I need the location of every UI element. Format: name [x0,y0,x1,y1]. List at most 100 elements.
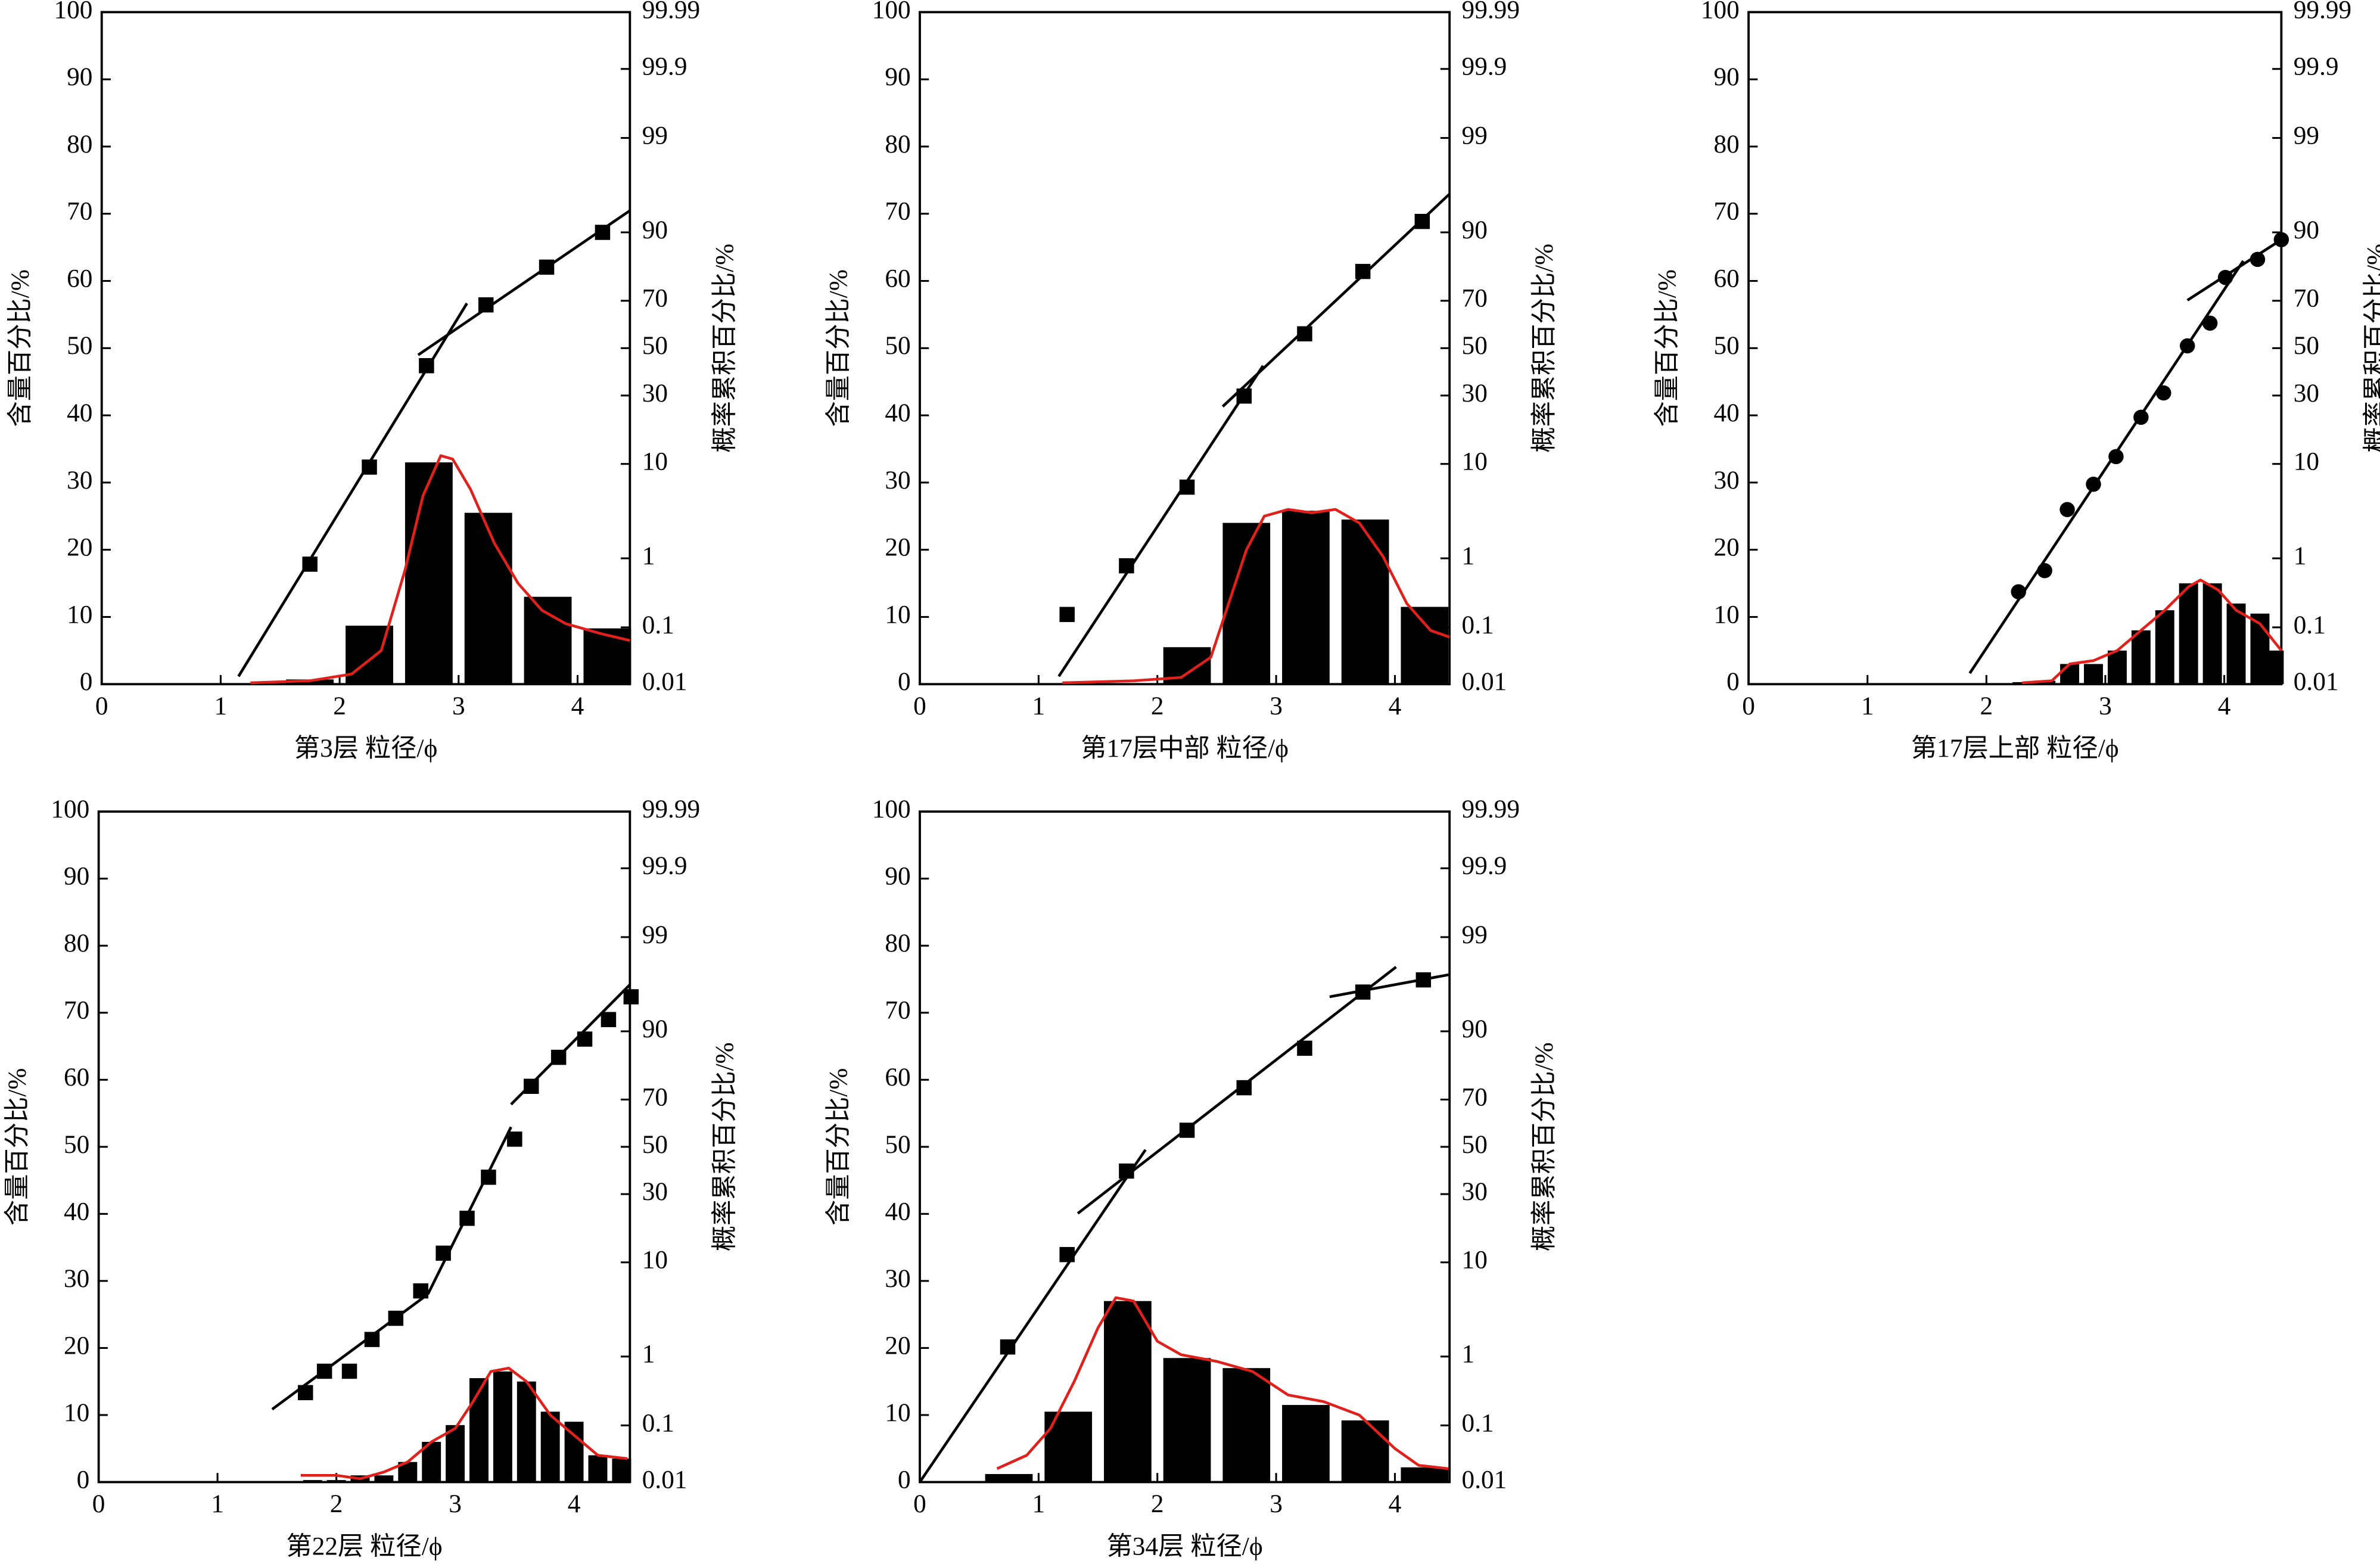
y2-tick-label: 99 [2294,122,2319,150]
y-tick-label: 90 [885,862,910,891]
x-tick-label: 0 [1742,692,1755,720]
point [2202,315,2218,331]
y2-tick-label: 0.1 [642,611,674,639]
y-tick-label: 70 [67,197,92,226]
y-axis-label: 含量百分比/% [6,269,35,427]
y2-tick-label: 1 [642,1340,655,1369]
point [2086,477,2101,492]
x-axis-label: 第3层 粒径/ϕ [294,734,437,763]
point [623,989,639,1005]
y-tick-label: 30 [885,1264,910,1293]
x-tick-label: 2 [330,1490,343,1518]
y-tick-label: 80 [1714,130,1740,158]
point [1415,972,1432,988]
x-tick-label: 4 [568,1490,581,1518]
y-tick-label: 70 [1714,197,1740,226]
bar [326,1480,346,1482]
x-tick-label: 0 [913,1490,926,1518]
point [1297,1040,1312,1056]
panel: 01020304050607080901000.010.111030507090… [824,0,1558,763]
y2-axis-label: 概率累积百分比/% [1530,1042,1558,1251]
y-tick-label: 40 [64,1197,89,1226]
bar [2264,650,2284,685]
x-tick-label: 3 [1270,692,1283,720]
bar [2226,603,2246,685]
bar [1163,1358,1211,1482]
y2-tick-label: 90 [642,1015,668,1043]
y-tick-label: 0 [80,667,93,696]
y2-tick-label: 99 [1462,122,1488,150]
y2-tick-label: 1 [1462,1340,1475,1369]
x-axis-label: 第17层上部 粒径/ϕ [1911,734,2119,763]
y-tick-label: 30 [1714,466,1740,495]
bar [612,1459,631,1482]
y2-tick-label: 99.99 [2294,0,2351,24]
x-axis-label: 第34层 粒径/ϕ [1107,1532,1263,1560]
y-tick-label: 40 [1714,399,1740,427]
point [435,1245,451,1261]
y-tick-label: 80 [885,130,910,158]
y2-tick-label: 99 [642,122,668,150]
bar [2202,583,2222,685]
bar [2131,630,2151,685]
y-tick-label: 60 [67,264,92,293]
point [2273,232,2289,248]
point [595,225,611,240]
bar [583,628,631,685]
point [524,1078,539,1094]
y2-tick-label: 99.9 [1462,851,1507,880]
point [2179,338,2195,354]
point [1355,984,1371,1000]
y2-tick-label: 99 [1462,921,1488,949]
point [577,1031,593,1047]
y2-axis-label: 概率累积百分比/% [710,244,739,453]
x-tick-label: 2 [1980,692,1993,720]
point [419,358,434,374]
y-tick-label: 70 [64,996,89,1025]
y-tick-label: 100 [51,795,89,823]
bar [464,512,512,685]
y2-tick-label: 1 [642,542,655,570]
y2-tick-label: 90 [642,216,668,244]
point [341,1363,357,1379]
y-tick-label: 30 [67,466,92,495]
point [362,459,377,475]
x-tick-label: 4 [2218,692,2231,720]
bar [1341,1420,1389,1482]
y2-tick-label: 50 [1462,331,1488,360]
fit-line [2186,238,2282,301]
point [601,1012,617,1027]
y2-tick-label: 99.99 [642,0,700,24]
y-tick-label: 20 [1714,533,1740,562]
y2-tick-label: 10 [642,1246,668,1274]
y2-tick-label: 30 [1462,379,1488,408]
y-axis-label: 含量百分比/% [3,1068,32,1226]
distribution-curve [1062,508,1450,685]
bar [2179,583,2198,685]
bar [1401,607,1449,685]
y-tick-label: 20 [64,1331,89,1360]
x-tick-label: 0 [92,1490,105,1518]
y2-tick-label: 70 [2294,284,2319,313]
y-tick-label: 10 [885,1398,910,1427]
x-tick-label: 2 [1151,692,1164,720]
y-tick-label: 50 [885,1130,910,1159]
y2-tick-label: 0.01 [642,667,687,696]
y2-axis-label: 概率累积百分比/% [1530,244,1558,453]
bar [469,1378,489,1482]
y-tick-label: 100 [872,0,911,24]
point [459,1211,475,1226]
bar [564,1422,584,1482]
bar [2060,664,2080,685]
bar [2107,650,2127,685]
point [1059,607,1075,623]
y2-tick-label: 50 [642,331,668,360]
plot-frame [97,810,631,1484]
point [1414,213,1430,229]
fit-line [1968,260,2245,674]
y2-axis-label: 概率累积百分比/% [2362,244,2380,453]
bar [446,1425,465,1482]
y-tick-label: 100 [872,795,911,823]
point [1236,1080,1252,1096]
